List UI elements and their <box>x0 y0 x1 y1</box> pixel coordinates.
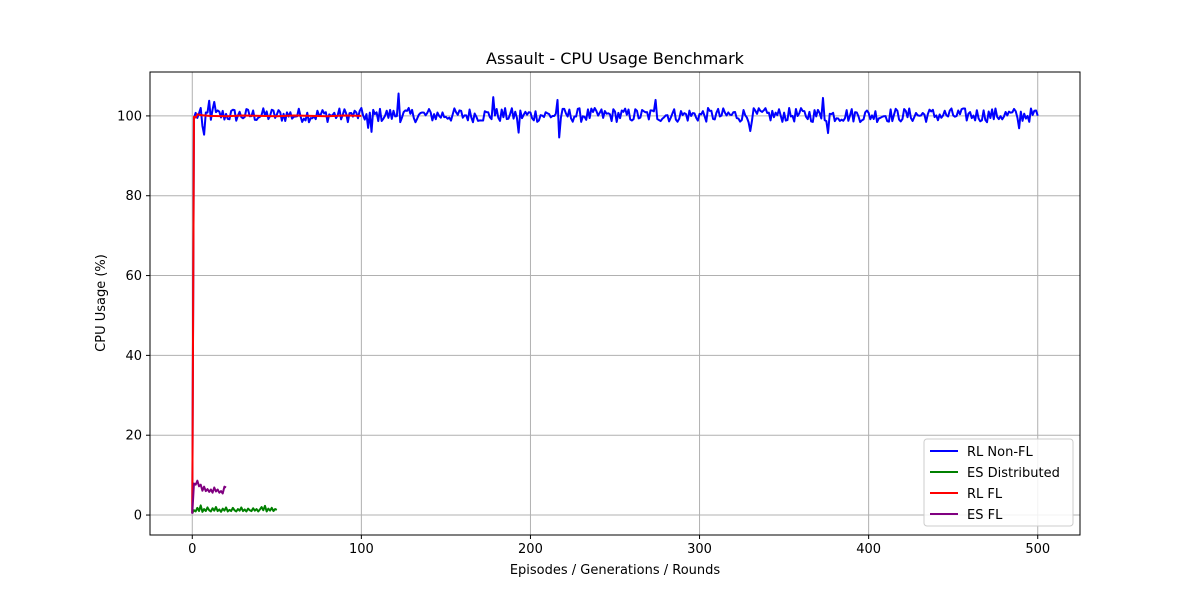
x-tick-label: 500 <box>1025 542 1050 557</box>
y-tick-label: 20 <box>125 429 142 444</box>
ticks: 0 100 200 300 400 500 0 20 40 60 80 100 <box>117 109 1050 557</box>
legend-label-es-distributed: ES Distributed <box>967 466 1060 481</box>
legend-label-es-fl: ES FL <box>967 508 1003 523</box>
y-tick-label: 80 <box>125 189 142 204</box>
x-tick-label: 100 <box>349 542 374 557</box>
series-line-es-fl <box>191 479 227 514</box>
chart-title: Assault - CPU Usage Benchmark <box>486 49 745 68</box>
x-tick-label: 300 <box>687 542 712 557</box>
legend-label-rl-non-fl: RL Non-FL <box>967 445 1033 460</box>
x-tick-label: 0 <box>188 542 196 557</box>
plot-area <box>191 92 1039 514</box>
series-line-es-distributed <box>191 504 278 514</box>
series-line-rl-fl <box>191 113 362 514</box>
y-tick-label: 100 <box>117 109 142 124</box>
y-tick-label: 0 <box>134 509 142 524</box>
series-line-rl-non-fl <box>191 92 1039 514</box>
y-tick-label: 60 <box>125 269 142 284</box>
legend-label-rl-fl: RL FL <box>967 487 1003 502</box>
y-axis-label: CPU Usage (%) <box>94 254 109 352</box>
x-tick-label: 400 <box>856 542 881 557</box>
legend: RL Non-FL ES Distributed RL FL ES FL <box>923 438 1074 527</box>
x-tick-label: 200 <box>518 542 543 557</box>
x-axis-label: Episodes / Generations / Rounds <box>510 563 721 578</box>
axes-frame <box>149 71 1081 536</box>
y-tick-label: 40 <box>125 349 142 364</box>
legend-box <box>923 438 1074 527</box>
